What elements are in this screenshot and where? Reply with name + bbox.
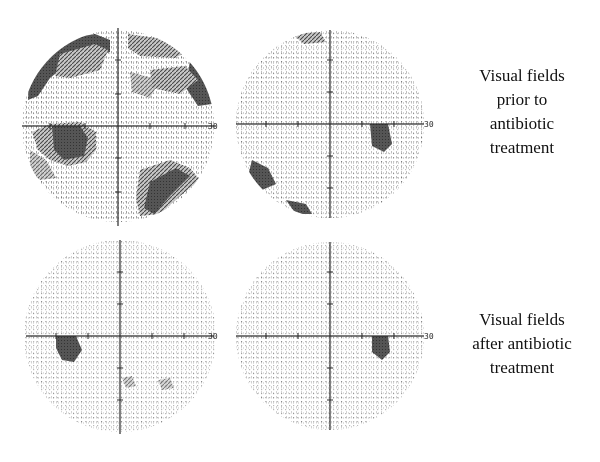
- defect-blind-spot: [56, 336, 82, 362]
- field-after-right: 30: [236, 242, 434, 430]
- caption-line: Visual fields: [479, 310, 565, 329]
- caption-line: prior to: [496, 90, 548, 109]
- caption-after-treatment: Visual fields after antibiotic treatment: [452, 308, 592, 380]
- field-prior-right: 30: [236, 30, 434, 218]
- caption-line: treatment: [489, 138, 555, 157]
- axis-label-30: 30: [424, 332, 434, 341]
- defect-blind-spot: [370, 124, 392, 152]
- axis-label-30: 30: [208, 332, 218, 341]
- axis-label-30: 30: [208, 122, 218, 131]
- field-after-left: 30: [24, 240, 218, 434]
- caption-prior-treatment: Visual fields prior to antibiotic treatm…: [452, 64, 592, 160]
- field-prior-left: 30: [22, 28, 218, 226]
- caption-line: Visual fields: [479, 66, 565, 85]
- axis-label-30: 30: [424, 120, 434, 129]
- caption-line: antibiotic: [489, 114, 555, 133]
- defect-blind-spot: [372, 336, 390, 360]
- caption-line: after antibiotic: [472, 334, 572, 353]
- defect-blind-spot: [52, 126, 88, 160]
- caption-line: treatment: [489, 358, 555, 377]
